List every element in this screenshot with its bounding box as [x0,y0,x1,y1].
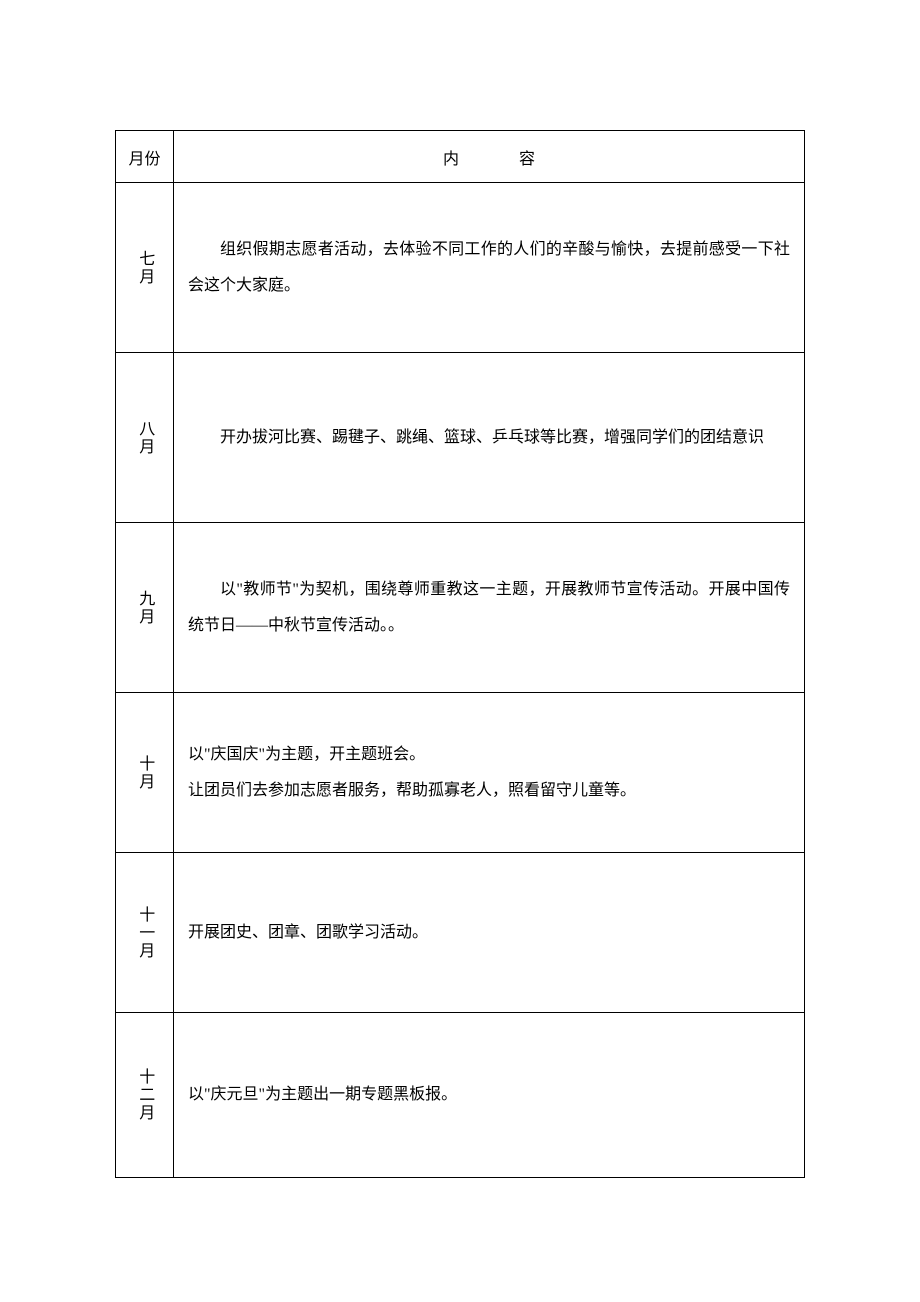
table-body: 七月 组织假期志愿者活动，去体验不同工作的人们的辛酸与愉快，去提前感受一下社会这… [116,183,805,1178]
table-row: 十一月 开展团史、团章、团歌学习活动。 [116,853,805,1013]
month-cell: 十月 [116,693,174,853]
table-row: 八月 开办拔河比赛、踢毽子、跳绳、篮球、乒乓球等比赛，增强同学们的团结意识 [116,353,805,523]
table-row: 十月 以"庆国庆"为主题，开主题班会。让团员们去参加志愿者服务，帮助孤寡老人，照… [116,693,805,853]
content-cell: 组织假期志愿者活动，去体验不同工作的人们的辛酸与愉快，去提前感受一下社会这个大家… [174,183,805,353]
schedule-table: 月份 内容 七月 组织假期志愿者活动，去体验不同工作的人们的辛酸与愉快，去提前感… [115,130,805,1178]
header-month: 月份 [116,131,174,183]
month-cell: 七月 [116,183,174,353]
month-cell: 十二月 [116,1013,174,1178]
table-header-row: 月份 内容 [116,131,805,183]
content-cell: 以"庆国庆"为主题，开主题班会。让团员们去参加志愿者服务，帮助孤寡老人，照看留守… [174,693,805,853]
table-row: 十二月 以"庆元旦"为主题出一期专题黑板报。 [116,1013,805,1178]
month-cell: 八月 [116,353,174,523]
content-cell: 以"庆元旦"为主题出一期专题黑板报。 [174,1013,805,1178]
table-row: 九月 以"教师节"为契机，围绕尊师重教这一主题，开展教师节宣传活动。开展中国传统… [116,523,805,693]
month-cell: 十一月 [116,853,174,1013]
content-cell: 以"教师节"为契机，围绕尊师重教这一主题，开展教师节宣传活动。开展中国传统节日—… [174,523,805,693]
content-cell: 开展团史、团章、团歌学习活动。 [174,853,805,1013]
header-content: 内容 [174,131,805,183]
month-cell: 九月 [116,523,174,693]
content-cell: 开办拔河比赛、踢毽子、跳绳、篮球、乒乓球等比赛，增强同学们的团结意识 [174,353,805,523]
table-row: 七月 组织假期志愿者活动，去体验不同工作的人们的辛酸与愉快，去提前感受一下社会这… [116,183,805,353]
